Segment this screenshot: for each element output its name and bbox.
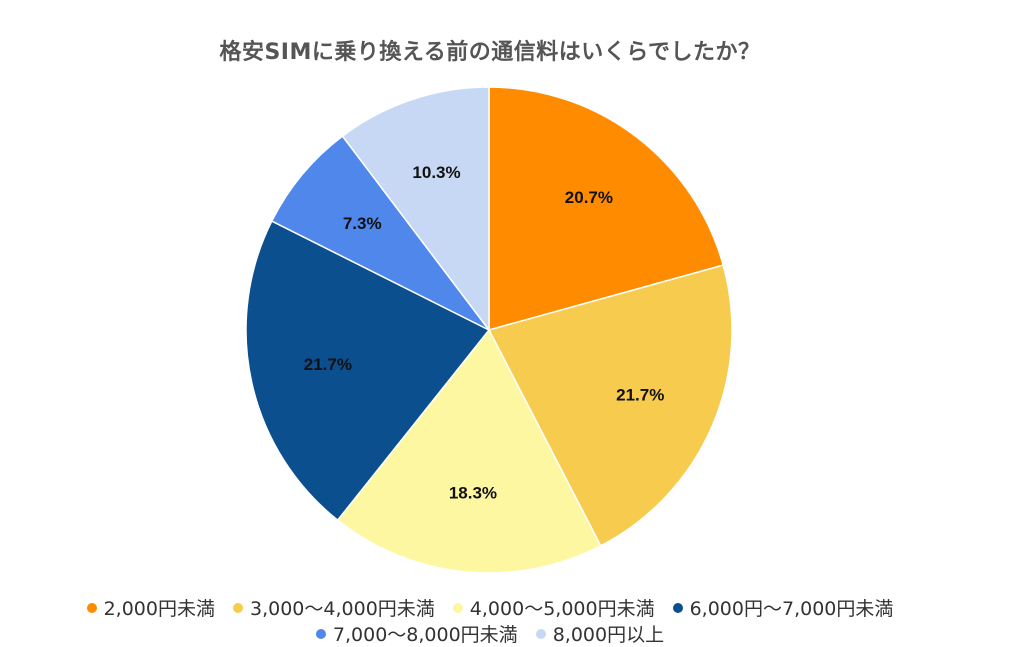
legend-dot-icon — [315, 628, 326, 639]
slice-value-label-1: 20.7% — [565, 188, 613, 207]
pie-slice-6 — [341, 86, 490, 333]
slice-value-label-5: 7.3% — [343, 214, 382, 233]
legend-dot-icon — [233, 602, 243, 613]
legend-item-6: 8,000円以上 — [535, 620, 665, 647]
chart-title: 格安SIMに乗り換える前の通信料はいくらでしたか？ — [219, 40, 761, 65]
legend-item-3: 4,000～5,000円未満 — [452, 594, 655, 621]
slice-value-label-6: 10.3% — [412, 163, 460, 182]
legend-label: 3,000～4,000円未満 — [250, 598, 435, 620]
legend-label: 6,000円～7,000円未満 — [689, 598, 894, 620]
legend-dot-icon — [86, 602, 97, 613]
slice-value-label-2: 21.7% — [616, 385, 664, 404]
pie-slice-2 — [487, 264, 733, 547]
pie-slice-4 — [245, 220, 491, 522]
legend-row-1: 2,000円未満 3,000～4,000円未満 4,000～5,000円未満 6,00… — [0, 594, 980, 621]
legend-label: 2,000円未満 — [103, 598, 215, 620]
pie-slice-3 — [336, 328, 602, 574]
pie-slice-1 — [488, 86, 725, 331]
legend-row-2: 7,000～8,000円未満 8,000円以上 — [0, 620, 980, 647]
legend-item-5: 7,000～8,000円未満 — [315, 620, 518, 647]
legend-label: 7,000～8,000円未満 — [332, 624, 518, 646]
slice-value-label-3: 18.3% — [449, 484, 497, 503]
legend-label: 8,000円以上 — [552, 624, 665, 646]
slice-value-label-4: 21.7% — [304, 355, 352, 374]
pie-slice-5 — [270, 135, 490, 331]
legend-item-2: 3,000～4,000円未満 — [233, 594, 435, 621]
legend-item-4: 6,000円～7,000円未満 — [672, 594, 894, 621]
legend-label: 4,000～5,000円未満 — [469, 598, 655, 620]
legend-item-1: 2,000円未満 — [86, 594, 215, 621]
legend-dot-icon — [452, 602, 463, 613]
legend-dot-icon — [672, 602, 683, 613]
legend-dot-icon — [535, 628, 546, 639]
